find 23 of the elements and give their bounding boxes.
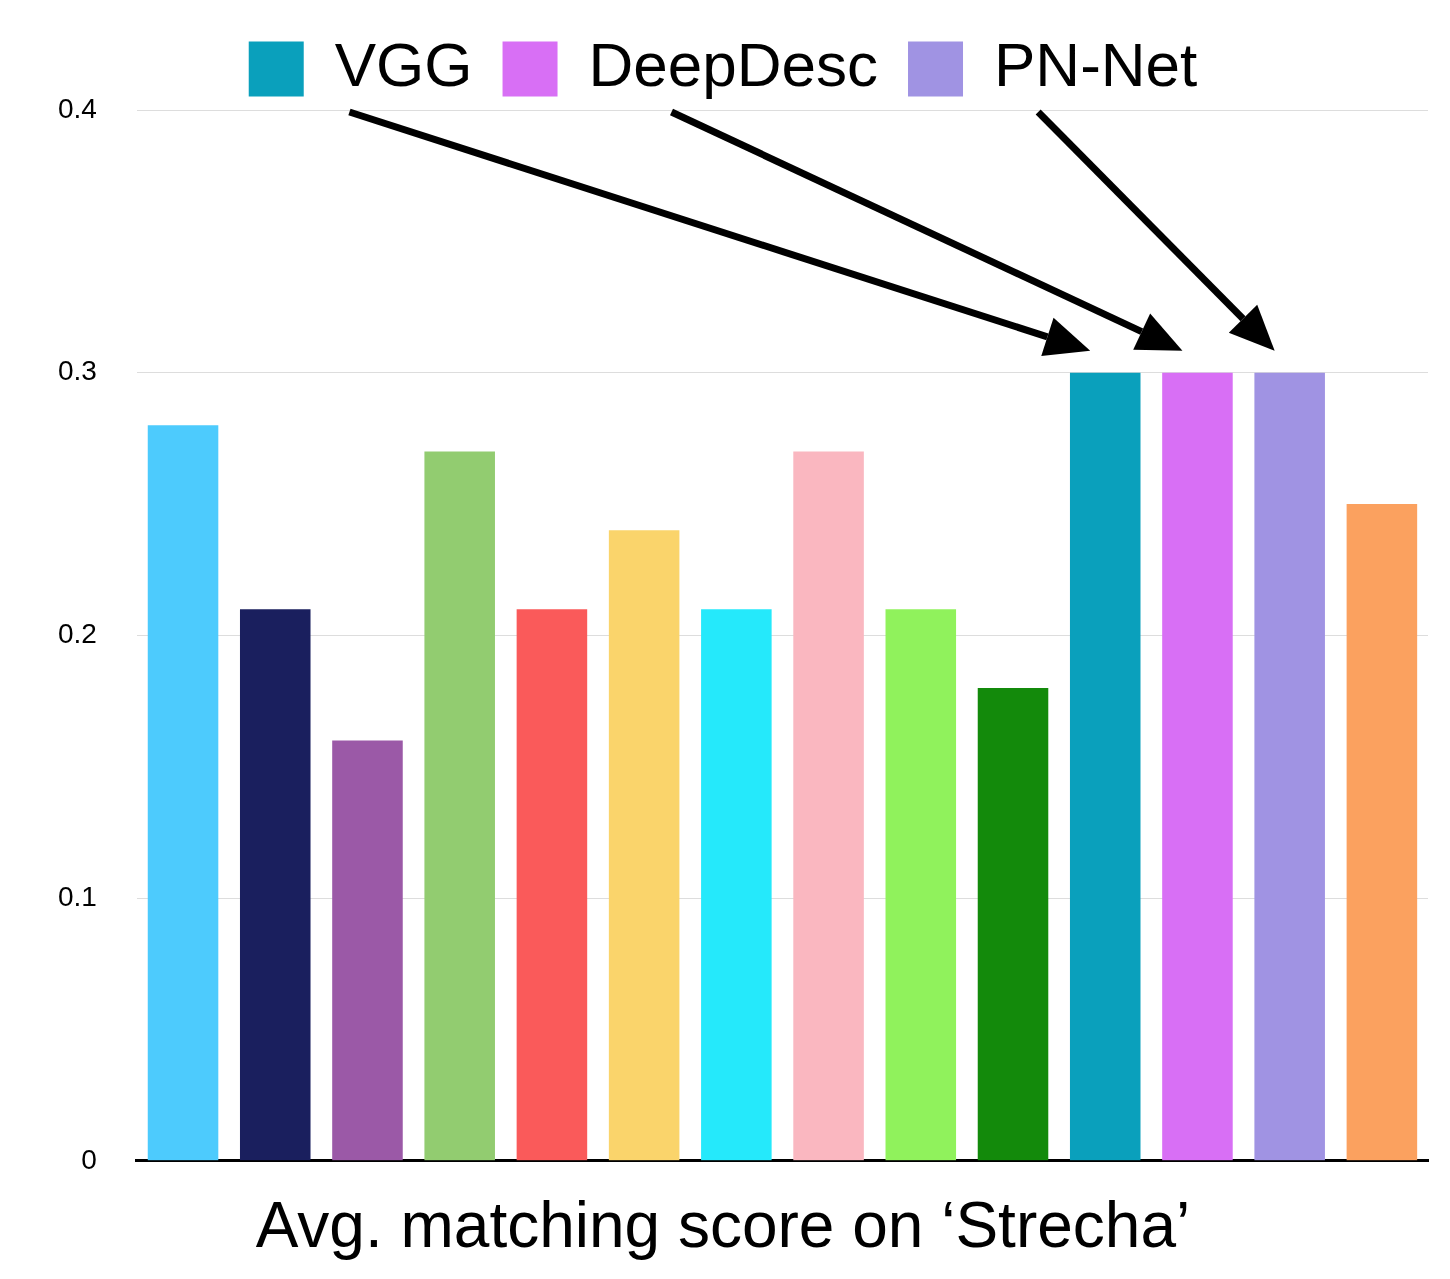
y-tick-label: 0.4 <box>57 92 97 124</box>
y-tick-label: 0.2 <box>57 618 97 650</box>
bar <box>1162 372 1233 1161</box>
bar <box>332 740 403 1161</box>
bar <box>239 609 311 1161</box>
bar <box>608 530 680 1161</box>
bar <box>1254 372 1325 1161</box>
bar <box>701 609 772 1161</box>
bar <box>424 451 495 1161</box>
y-tick-label: 0.1 <box>57 880 97 912</box>
bar <box>793 451 864 1161</box>
bar <box>147 425 219 1161</box>
legend-label: VGG <box>334 30 473 100</box>
legend-label: DeepDesc <box>588 30 879 100</box>
bar <box>1069 372 1141 1161</box>
y-tick-label: 0.3 <box>57 355 97 387</box>
y-tick-label: 0 <box>81 1143 97 1175</box>
bar <box>885 609 957 1161</box>
bar <box>1346 504 1418 1161</box>
bar <box>977 687 1049 1161</box>
bar <box>516 609 588 1161</box>
legend-label: PN-Net <box>994 30 1198 100</box>
text: Avg. matching score on ‘Strecha’ <box>255 1189 1191 1262</box>
